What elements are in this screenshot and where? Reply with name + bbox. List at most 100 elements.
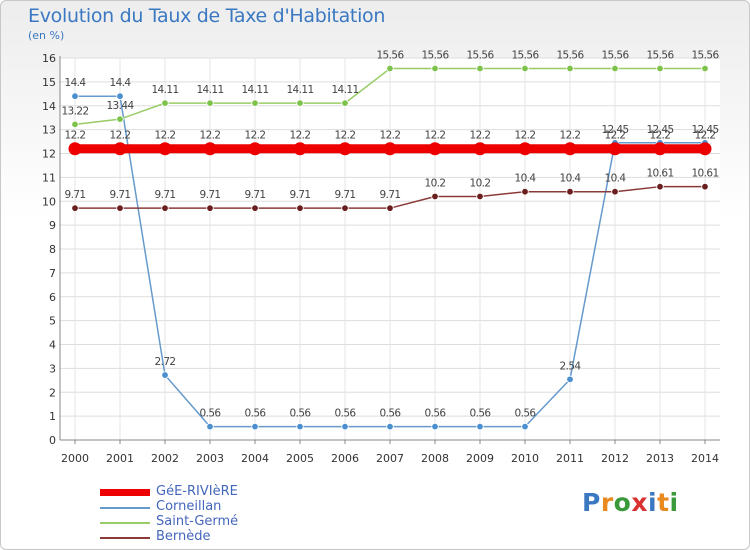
logo-letter: x [631, 488, 648, 517]
data-point [161, 204, 169, 212]
data-label: 0.56 [515, 408, 537, 420]
data-label: 13.44 [106, 100, 134, 112]
data-label: 9.71 [290, 189, 311, 201]
x-tick-label: 2001 [106, 452, 134, 465]
logo-letter: i [648, 488, 658, 517]
y-tick-label: 9 [49, 219, 56, 232]
y-tick-label: 5 [49, 315, 56, 328]
y-tick-label: 13 [42, 124, 56, 137]
data-point [608, 142, 622, 156]
data-point [251, 99, 259, 107]
data-point [68, 142, 82, 156]
legend-swatch [100, 507, 150, 509]
data-point [116, 204, 124, 212]
data-point [296, 99, 304, 107]
legend-label: Bernède [156, 529, 211, 544]
data-point [206, 204, 214, 212]
y-tick-label: 4 [49, 339, 56, 352]
data-label: 10.4 [515, 173, 537, 185]
y-tick-label: 10 [42, 195, 56, 208]
data-point [161, 371, 169, 379]
data-label: 10.4 [560, 173, 582, 185]
data-point [566, 187, 574, 196]
data-point [521, 187, 529, 196]
data-label: 10.2 [425, 177, 446, 189]
data-point [476, 192, 484, 201]
data-label: 10.61 [646, 168, 673, 180]
data-label: 14.11 [241, 84, 268, 96]
data-point [206, 422, 214, 431]
x-tick-label: 2008 [421, 452, 449, 465]
x-tick-label: 2004 [241, 452, 269, 465]
data-point [383, 142, 397, 156]
legend-item: Bernède [100, 529, 320, 545]
data-label: 12.2 [290, 130, 311, 142]
y-tick-label: 12 [42, 148, 56, 161]
y-tick-label: 11 [42, 171, 56, 184]
x-tick-label: 2014 [691, 452, 719, 465]
data-label: 10.4 [605, 173, 627, 185]
x-tick-label: 2010 [511, 452, 539, 465]
y-tick-label: 7 [49, 267, 56, 280]
x-tick-label: 2005 [286, 452, 314, 465]
data-label: 12.2 [425, 130, 446, 142]
data-point [251, 204, 259, 212]
y-tick-label: 3 [49, 362, 56, 375]
data-label: 0.56 [290, 408, 312, 420]
data-point [251, 422, 259, 431]
data-point [296, 204, 304, 212]
data-label: 15.56 [691, 50, 719, 62]
y-tick-label: 15 [42, 76, 56, 89]
data-point [386, 64, 394, 73]
data-point [248, 142, 262, 156]
data-point [386, 422, 394, 431]
data-label: 15.56 [376, 50, 404, 62]
data-label: 15.56 [511, 50, 539, 62]
legend-item: Saint-Germé [100, 514, 320, 530]
data-point [341, 99, 349, 107]
legend-item: GéE-RIVIèRE [100, 484, 320, 500]
data-point [563, 142, 577, 156]
data-point [473, 142, 487, 156]
data-point [566, 64, 574, 73]
data-label: 14.11 [286, 84, 313, 96]
x-tick-label: 2012 [601, 452, 629, 465]
data-point [431, 422, 439, 431]
logo-letter: i [669, 488, 679, 517]
x-tick-label: 2009 [466, 452, 494, 465]
data-point [656, 64, 664, 73]
legend-label: Saint-Germé [156, 514, 239, 529]
data-point [338, 142, 352, 156]
data-label: 12.2 [650, 130, 671, 142]
data-label: 14.4 [110, 77, 132, 89]
data-label: 12.2 [515, 130, 536, 142]
data-point [71, 92, 79, 100]
data-label: 12.45 [601, 124, 628, 136]
x-tick-label: 2000 [61, 452, 89, 465]
data-label: 13.22 [61, 105, 88, 117]
x-tick-label: 2006 [331, 452, 359, 465]
x-tick-label: 2013 [646, 452, 674, 465]
data-point [476, 422, 484, 431]
data-point [611, 187, 619, 196]
data-point [293, 142, 307, 156]
data-label: 0.56 [335, 408, 357, 420]
data-label: 15.56 [646, 50, 674, 62]
data-label: 0.56 [380, 408, 402, 420]
data-point [521, 422, 529, 431]
y-tick-label: 6 [49, 291, 56, 304]
data-label: 10.2 [470, 177, 491, 189]
data-label: 9.71 [155, 189, 176, 201]
data-point [431, 64, 439, 73]
chart-unit-label: (en %) [28, 29, 65, 42]
x-tick-label: 2011 [556, 452, 584, 465]
chart-legend: GéE-RIVIèRE Corneillan Saint-Germé Bernède [100, 484, 320, 545]
data-point [518, 142, 532, 156]
data-label: 12.2 [560, 130, 581, 142]
y-tick-label: 2 [49, 386, 56, 399]
data-label: 14.4 [65, 77, 87, 89]
data-label: 2.54 [560, 360, 582, 372]
data-label: 9.71 [65, 189, 86, 201]
x-tick-label: 2002 [151, 452, 179, 465]
